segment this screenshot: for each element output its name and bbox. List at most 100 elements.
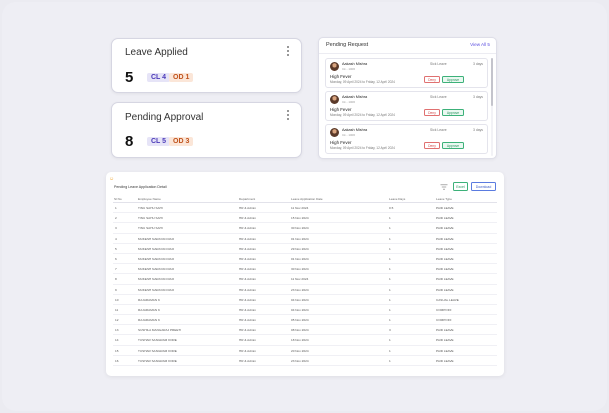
table-cell: PAID LEAVE: [436, 256, 454, 261]
pending-approval-card[interactable]: Pending Approval 8 CL 5 OD 3: [111, 102, 302, 158]
table-cell: PAID LEAVE: [436, 287, 454, 292]
table-row[interactable]: 11 RAJARAMAN K HR & Admin 04 Nov 2024 1 COMPO…: [113, 305, 497, 316]
table-cell: 3: [115, 226, 117, 231]
table-cell: CASUAL LEAVE: [436, 297, 459, 302]
table-cell: HR & Admin: [239, 318, 256, 323]
deny-button[interactable]: Deny: [424, 142, 440, 149]
table-cell: 1: [389, 216, 391, 221]
table-row[interactable]: 7 MUKESH NARAYAN RAO HR & Admin 30 Nov 2024…: [113, 264, 497, 275]
request-item: Aakash Mishra Ck - 1006 Sick Leave 3 day…: [325, 58, 488, 88]
view-all-link[interactable]: View All 5: [470, 42, 490, 47]
table-cell: PAID LEAVE: [436, 267, 454, 272]
table-cell: 05 Nov 2024: [291, 318, 309, 323]
table-cell: 8: [115, 277, 117, 282]
table-cell: 1: [389, 267, 391, 272]
table-row[interactable]: 16 TUSHAR SANGRAM KORE HR & Admin 23 Nov 20…: [113, 356, 497, 366]
table-cell: PAID LEAVE: [436, 348, 454, 353]
table-cell: COMPOFF: [436, 318, 452, 323]
request-reason: High Fever: [330, 107, 352, 112]
approve-button[interactable]: Approve: [442, 109, 464, 116]
table-cell: 1: [389, 287, 391, 292]
table-row[interactable]: 12 RAJARAMAN K HR & Admin 05 Nov 2024 1 COMPO…: [113, 315, 497, 326]
column-header: Leave Application Date: [291, 197, 323, 201]
table-cell: PAID LEAVE: [436, 226, 454, 231]
table-cell: MUKESH NARAYAN RAO: [138, 256, 175, 261]
excel-button[interactable]: Excel: [453, 182, 468, 191]
table-cell: HR & Admin: [239, 358, 256, 363]
table-row[interactable]: 4 MUKESH NARAYAN RAO HR & Admin 01 Nov 2024…: [113, 234, 497, 244]
table-cell: PAID LEAVE: [436, 216, 454, 221]
table-row[interactable]: 1 TINU SAHU SAHI HR & Admin 11 Nov 2024 0.5 P…: [113, 203, 497, 214]
approve-button[interactable]: Approve: [442, 76, 464, 83]
table-row[interactable]: 10 RAJARAMAN K HR & Admin 04 Nov 2024 1 CASUA…: [113, 295, 497, 305]
leave-applied-count: 5: [125, 69, 134, 86]
table-row[interactable]: 3 TINU SAHU SAHI HR & Admin 30 Nov 2024 1 PAI…: [113, 223, 497, 234]
table-cell: MUKESH NARAYAN RAO: [138, 277, 175, 282]
table-row[interactable]: 14 TUSHAR SANGRAM KORE HR & Admin 18 Nov 20…: [113, 335, 497, 346]
filter-icon[interactable]: [440, 184, 448, 190]
table-cell: MUKESH NARAYAN RAO: [138, 246, 175, 251]
table-cell: 11 Nov 2024: [291, 277, 309, 282]
table-title: Pending Leave Application Detail: [114, 185, 167, 189]
approve-button[interactable]: Approve: [442, 142, 464, 149]
table-cell: 9: [115, 287, 117, 292]
table-cell: MUKESH NARAYAN RAO: [138, 287, 175, 292]
scrollbar[interactable]: [491, 58, 493, 156]
table-header: Sl No Employee Name Department Leave App…: [113, 196, 497, 203]
request-leave-type: Sick Leave: [430, 62, 447, 66]
table-cell: 1: [389, 226, 391, 231]
table-cell: HR & Admin: [239, 338, 256, 343]
table-cell: SUSHILA MANGARAJ PREETI: [138, 328, 182, 333]
pending-request-header: Pending Request View All 5: [319, 38, 496, 54]
request-employee-name: Aakash Mishra: [342, 128, 368, 132]
table-cell: PAID LEAVE: [436, 206, 454, 210]
more-options-icon[interactable]: [286, 46, 290, 60]
table-cell: HR & Admin: [239, 277, 256, 282]
table-row[interactable]: 2 TINU SAHU SAHI HR & Admin 15 Nov 2024 1 PAI…: [113, 213, 497, 224]
od-badge: OD 3: [169, 137, 194, 146]
table-cell: HR & Admin: [239, 297, 256, 302]
deny-button[interactable]: Deny: [424, 76, 440, 83]
table-cell: TINU SAHU SAHI: [138, 206, 163, 210]
table-row[interactable]: 13 SUSHILA MANGARAJ PREETI HR & Admin 08 No…: [113, 325, 497, 336]
table-cell: PAID LEAVE: [436, 277, 454, 282]
table-row[interactable]: 9 MUKESH NARAYAN RAO HR & Admin 23 Nov 2024…: [113, 285, 497, 295]
table-cell: 7: [115, 267, 117, 272]
more-options-icon[interactable]: [286, 110, 290, 124]
table-cell: TINU SAHU SAHI: [138, 226, 163, 231]
table-cell: HR & Admin: [239, 216, 256, 221]
od-badge: OD 1: [169, 73, 194, 82]
deny-button[interactable]: Deny: [424, 109, 440, 116]
table-cell: HR & Admin: [239, 226, 256, 231]
table-cell: HR & Admin: [239, 206, 256, 210]
table-row[interactable]: 15 TUSHAR SANGRAM KORE HR & Admin 20 Nov 20…: [113, 346, 497, 356]
download-button[interactable]: Download: [471, 182, 496, 191]
table-cell: TUSHAR SANGRAM KORE: [138, 338, 177, 343]
leave-applied-card[interactable]: Leave Applied 5 CL 4 OD 1: [111, 38, 302, 93]
table-row[interactable]: 6 MUKESH NARAYAN RAO HR & Admin 01 Nov 2024…: [113, 254, 497, 265]
table-cell: HR & Admin: [239, 246, 256, 251]
table-body: 1 TINU SAHU SAHI HR & Admin 11 Nov 2024 0.5 P…: [113, 203, 497, 366]
table-cell: PAID LEAVE: [436, 338, 454, 343]
table-cell: MUKESH NARAYAN RAO: [138, 267, 175, 272]
table-cell: 1: [389, 358, 391, 363]
request-employee-id: Ck - 1006: [342, 67, 356, 71]
table-cell: PAID LEAVE: [436, 236, 454, 241]
pending-request-panel: Pending Request View All 5 Aakash Mishra…: [318, 37, 497, 159]
table-cell: 15: [115, 348, 119, 353]
table-cell: 1: [389, 236, 391, 241]
table-cell: PAID LEAVE: [436, 358, 454, 363]
avatar: [330, 128, 339, 137]
avatar: [330, 62, 339, 71]
table-cell: 5: [115, 246, 117, 251]
table-row[interactable]: 8 MUKESH NARAYAN RAO HR & Admin 11 Nov 2024…: [113, 274, 497, 285]
request-item: Aakash Mishra Ck - 1006 Sick Leave 3 day…: [325, 124, 488, 154]
request-reason: High Fever: [330, 140, 352, 145]
table-cell: 1: [389, 338, 391, 343]
column-header: Department: [239, 197, 256, 201]
smiley-icon: ☺: [109, 176, 115, 182]
scrollbar-thumb[interactable]: [491, 58, 493, 106]
table-row[interactable]: 5 MUKESH NARAYAN RAO HR & Admin 29 Nov 2024…: [113, 244, 497, 254]
table-cell: HR & Admin: [239, 287, 256, 292]
request-days: 3 days: [473, 128, 483, 132]
